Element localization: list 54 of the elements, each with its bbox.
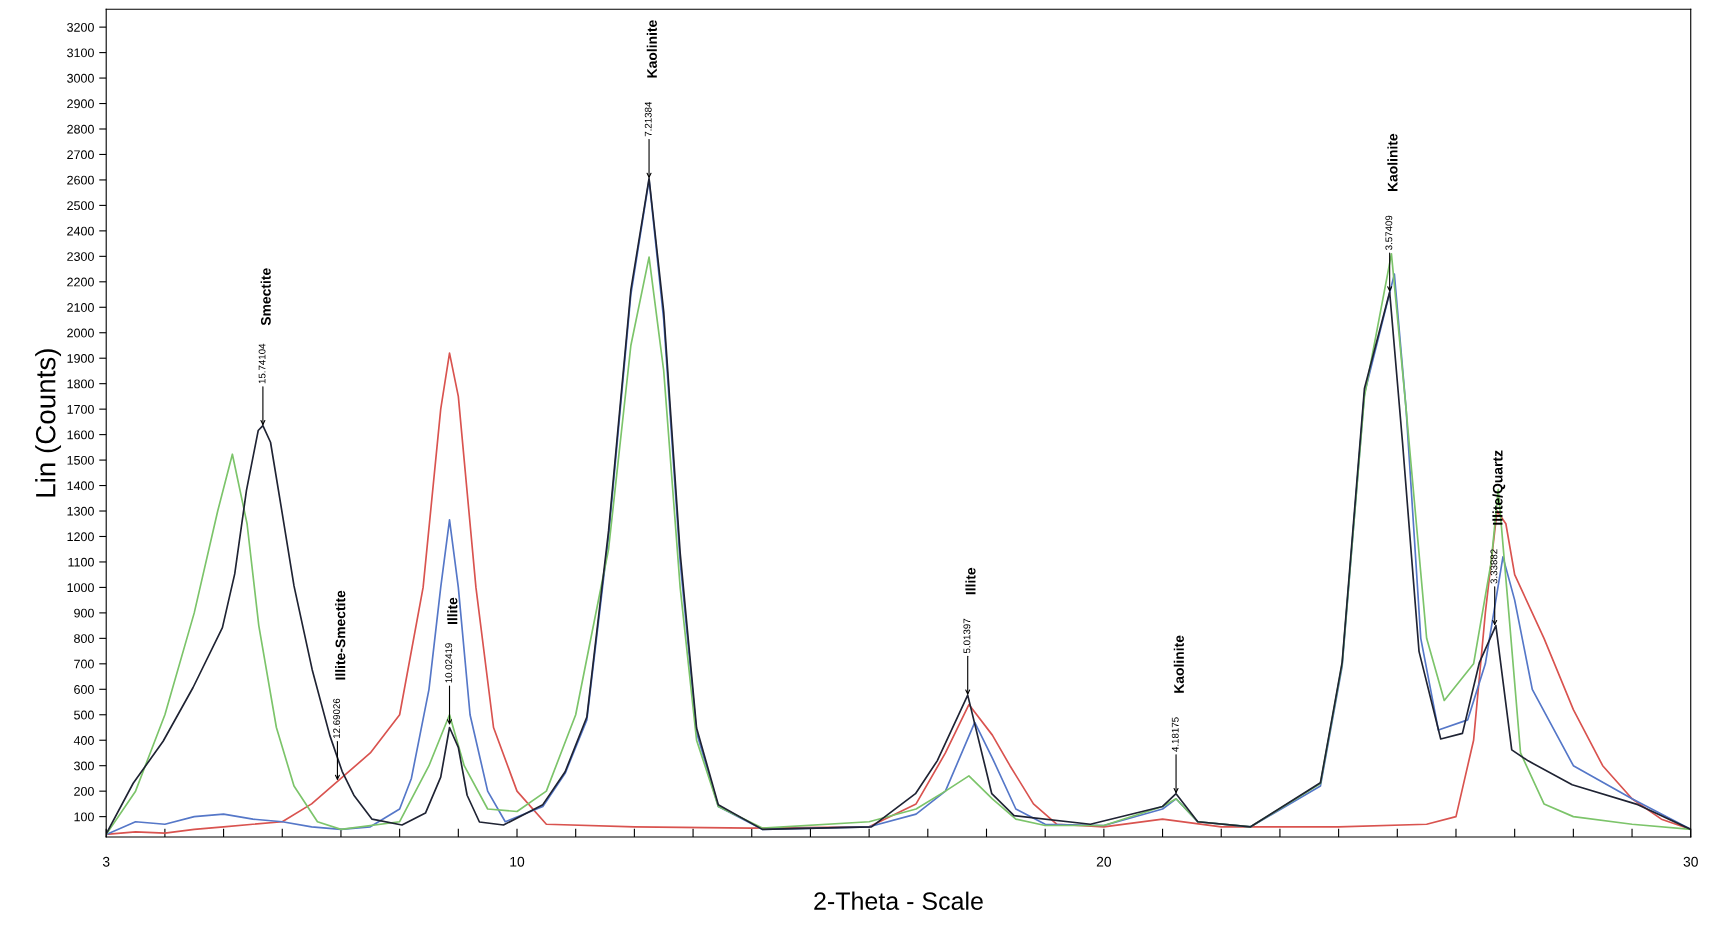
y-tick-label: 800 [74, 634, 94, 643]
y-tick-label: 2500 [67, 201, 94, 211]
y-tick-label: 2600 [67, 175, 94, 185]
y-tick-label: 300 [74, 761, 94, 771]
y-tick-label: 3200 [67, 22, 94, 32]
y-tick-label: 3000 [67, 73, 94, 83]
y-tick-label: 1800 [67, 379, 94, 389]
x-tick-label: 10 [510, 856, 525, 867]
x-tick-label: 3 [102, 856, 110, 867]
y-tick-label: 600 [74, 685, 94, 694]
annotation: Smectite [260, 268, 271, 326]
y-tick-label: 2900 [67, 99, 94, 109]
y-tick-label: 2000 [67, 328, 94, 338]
annotation: 7.21384 [644, 101, 652, 137]
annotation: 15.74104 [258, 343, 266, 384]
annotation: 10.02419 [445, 643, 453, 683]
y-tick-label: 500 [74, 710, 94, 720]
x-tick-label: 30 [1683, 856, 1698, 867]
x-tick-label: 20 [1096, 856, 1112, 867]
y-tick-label: 1200 [67, 532, 94, 542]
annotation: 3.57409 [1385, 215, 1393, 250]
y-tick-label: 100 [74, 812, 94, 822]
annotation: 4.18175 [1171, 717, 1179, 752]
y-tick-label: 900 [74, 608, 94, 618]
y-axis-title: Lin (Counts) [35, 349, 62, 497]
annotation: Illite [447, 597, 458, 625]
annotation: Illite [965, 567, 976, 595]
annotation: 5.01397 [963, 618, 971, 654]
y-tick-label: 1100 [68, 557, 94, 567]
y-tick-label: 1400 [67, 481, 94, 491]
y-tick-label: 3100 [67, 48, 94, 58]
y-tick-label: 1600 [67, 430, 94, 440]
y-tick-label: 400 [73, 736, 94, 745]
y-tick-label: 2200 [67, 277, 94, 287]
annotation: 12.69026 [333, 698, 341, 739]
y-tick-label: 2100 [67, 303, 94, 312]
annotation: 3.33882 [1490, 549, 1498, 584]
y-tick-label: 1500 [67, 455, 94, 465]
annotation: Kaolinite [1173, 635, 1184, 693]
x-axis-title: 2-Theta - Scale [814, 891, 983, 910]
annotation: Illite-Smectite [335, 590, 346, 680]
y-tick-label: 200 [74, 786, 94, 796]
y-tick-label: 1300 [67, 506, 94, 516]
y-tick-label: 2400 [67, 226, 94, 236]
y-tick-label: 2300 [67, 252, 94, 261]
annotation: Illite/Quartz [1492, 450, 1506, 525]
annotation: Kaolinite [646, 20, 657, 78]
y-tick-label: 2800 [67, 124, 94, 134]
y-tick-label: 1700 [67, 404, 94, 414]
y-tick-label: 2700 [67, 150, 94, 160]
y-tick-label: 1000 [67, 583, 94, 593]
annotation: Kaolinite [1387, 133, 1398, 192]
y-tick-label: 700 [74, 659, 94, 669]
y-tick-label: 1900 [67, 354, 94, 363]
